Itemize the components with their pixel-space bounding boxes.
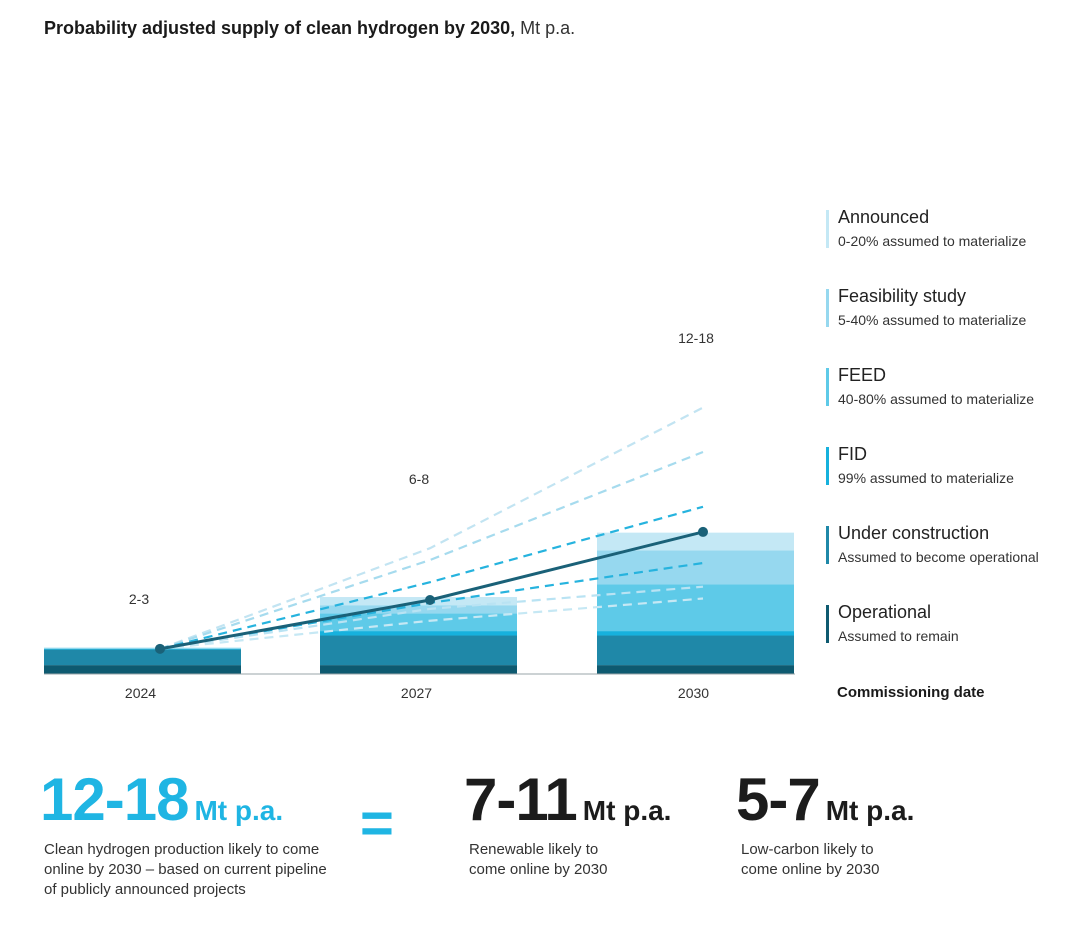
total-desc: Clean hydrogen production likely to come… — [44, 840, 327, 900]
legend-name: Feasibility study — [838, 286, 967, 306]
supply-chart: 2-3 6-8 12-18 2024 2027 2030 — [44, 330, 795, 701]
legend-name: FID — [838, 444, 867, 464]
legend-swatch-feasibility — [826, 289, 829, 327]
summary-lowcarbon: 5-7 Mt p.a. Low-carbon likely to come onl… — [736, 770, 914, 880]
range-label: 12-18 — [678, 330, 714, 346]
lowcarbon-desc-line: come online by 2030 — [741, 861, 880, 878]
summary-total: 12-18 Mt p.a. Clean hydrogen production l… — [40, 770, 327, 900]
lowcarbon-unit: Mt p.a. — [825, 795, 915, 826]
renewable-value: 7-11 — [464, 766, 578, 833]
scenario-line — [159, 406, 704, 650]
legend-desc: 99% assumed to materialize — [838, 470, 1014, 486]
range-label: 6-8 — [409, 471, 429, 487]
total-figure: 12-18 Mt p.a. — [40, 770, 327, 830]
scenario-line — [159, 597, 704, 650]
total-unit: Mt p.a. — [194, 795, 284, 826]
total-desc-line: Clean hydrogen production likely to come — [44, 841, 320, 858]
adjusted-supply-point — [425, 595, 435, 605]
bar-segment-feasibility-study-2030 — [597, 550, 794, 585]
legend-item-fid: FID 99% assumed to materialize — [826, 443, 1076, 522]
legend-name: FEED — [838, 365, 887, 385]
legend-swatch-fid — [826, 447, 829, 485]
scenario-line — [159, 505, 704, 650]
lowcarbon-figure: 5-7 Mt p.a. — [736, 770, 914, 830]
legend-desc: 5-40% assumed to materialize — [838, 312, 1027, 328]
total-desc-line: of publicly announced projects — [44, 881, 246, 898]
bar-segment-feed-2030 — [597, 584, 794, 632]
bar-segment-under-construction-2027 — [320, 635, 517, 666]
renewable-figure: 7-11 Mt p.a. — [464, 770, 671, 830]
bar-segment-fid-2030 — [597, 631, 794, 636]
total-desc-line: online by 2030 – based on current pipeli… — [44, 861, 327, 878]
adjusted-supply-point — [698, 526, 708, 537]
legend-desc: 0-20% assumed to materialize — [838, 233, 1027, 249]
legend-desc: Assumed to remain — [838, 628, 959, 644]
chart-title: Probability adjusted supply of clean hyd… — [44, 18, 575, 39]
legend-desc: 40-80% assumed to materialize — [838, 391, 1035, 407]
legend-item-feasibility: Feasibility study 5-40% assumed to mater… — [826, 285, 1076, 364]
bar-segment-operational-2027 — [320, 665, 517, 674]
range-label: 2-3 — [129, 591, 149, 607]
scenario-line — [159, 450, 704, 650]
total-value: 12-18 — [40, 766, 189, 833]
scenario-line — [159, 585, 704, 650]
legend-desc: Assumed to become operational — [838, 549, 1039, 565]
legend-item-feed: FEED 40-80% assumed to materialize — [826, 364, 1076, 443]
legend-item-under-construction: Under construction Assumed to become ope… — [826, 522, 1076, 601]
legend-item-operational: Operational Assumed to remain — [826, 601, 1076, 680]
bar-segment-fid-2027 — [320, 631, 517, 636]
renewable-desc: Renewable likely to come online by 2030 — [469, 840, 671, 880]
equals-sign: = — [360, 791, 394, 856]
lowcarbon-desc: Low-carbon likely to come online by 2030 — [741, 840, 914, 880]
legend-swatch-operational — [826, 605, 829, 643]
summary-renewable: 7-11 Mt p.a. Renewable likely to come onl… — [464, 770, 671, 880]
legend-name: Under construction — [838, 523, 990, 543]
title-unit: Mt p.a. — [520, 18, 576, 38]
legend-name: Operational — [838, 602, 932, 622]
renewable-desc-line: come online by 2030 — [469, 861, 608, 878]
bar-segment-announced-2024 — [44, 647, 241, 648]
renewable-desc-line: Renewable likely to — [469, 841, 599, 858]
bar-segment-fid-2024 — [44, 648, 241, 650]
bar-segment-under-construction-2024 — [44, 649, 241, 666]
legend-swatch-announced — [826, 210, 829, 248]
bar-segment-operational-2024 — [44, 665, 241, 674]
legend: Announced 0-20% assumed to materialize F… — [826, 206, 1076, 680]
bar-segment-operational-2030 — [597, 665, 794, 674]
x-axis-title: Commissioning date — [837, 684, 985, 701]
renewable-unit: Mt p.a. — [582, 795, 672, 826]
legend-item-announced: Announced 0-20% assumed to materialize — [826, 206, 1076, 285]
lowcarbon-value: 5-7 — [736, 766, 821, 833]
lowcarbon-desc-line: Low-carbon likely to — [741, 841, 874, 858]
legend-swatch-under-construction — [826, 526, 829, 564]
x-tick-label: 2030 — [678, 685, 709, 701]
title-main: Probability adjusted supply of clean hyd… — [44, 18, 516, 38]
x-tick-label: 2027 — [401, 685, 432, 701]
adjusted-supply-point — [155, 643, 165, 654]
legend-name: Announced — [838, 207, 930, 227]
bar-segment-under-construction-2030 — [597, 635, 794, 666]
x-tick-label: 2024 — [125, 685, 156, 701]
bar-segment-feasibility-study-2027 — [320, 605, 517, 614]
legend-swatch-feed — [826, 368, 829, 406]
